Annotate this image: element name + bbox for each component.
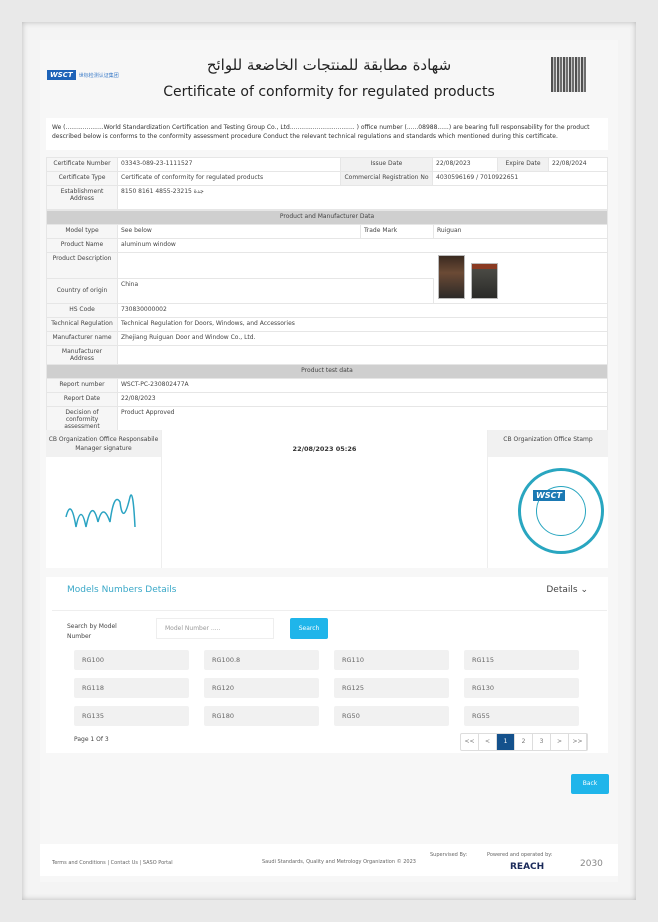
model-chip[interactable]: RG50 <box>334 706 449 726</box>
model-chip[interactable]: RG100.8 <box>204 650 319 670</box>
model-chip[interactable]: RG110 <box>334 650 449 670</box>
page-button[interactable]: 2 <box>515 734 533 750</box>
page-button[interactable]: > <box>551 734 569 750</box>
product-images <box>433 252 608 304</box>
model-number-input[interactable]: Model Number ..... <box>156 618 274 639</box>
title-english: Certificate of conformity for regulated … <box>163 84 495 100</box>
page-button[interactable]: << <box>461 734 479 750</box>
manager-signature <box>65 494 136 528</box>
model-chip[interactable]: RG135 <box>74 706 189 726</box>
search-button[interactable]: Search <box>290 618 328 639</box>
models-section: Models Numbers Details Details ⌄ Search … <box>46 577 608 753</box>
saso-portal-link[interactable]: SASO Portal <box>142 860 173 866</box>
terms-link[interactable]: Terms and Conditions <box>52 860 106 866</box>
model-chip[interactable]: RG125 <box>334 678 449 698</box>
pagination: << <1 2 3 > >> <box>460 733 588 751</box>
model-chip[interactable]: RG180 <box>204 706 319 726</box>
wsct-logo: WSCT 世标检测认证集团 <box>47 70 119 80</box>
signature-timestamp: 22/08/2023 05:26 <box>292 445 357 453</box>
page-button[interactable]: >> <box>569 734 587 750</box>
model-chip[interactable]: RG55 <box>464 706 579 726</box>
page-button[interactable]: < <box>479 734 497 750</box>
model-chip[interactable]: RG118 <box>74 678 189 698</box>
qr-code <box>551 57 586 92</box>
details-toggle[interactable]: Details ⌄ <box>546 585 588 595</box>
title-arabic: شهادة مطابقة للمنتجات الخاضعة للوائح <box>206 56 452 74</box>
product-photo <box>471 263 498 299</box>
model-chip[interactable]: RG120 <box>204 678 319 698</box>
intro-text: We (....................World Standardiz… <box>46 118 608 150</box>
back-button[interactable]: Back <box>571 774 609 794</box>
contact-link[interactable]: Contact Us <box>110 860 138 866</box>
reach-logo: REACH <box>510 862 545 872</box>
certificate-table: Certificate Number 03343-089-23-1111527 Is… <box>46 157 608 210</box>
model-chip[interactable]: RG130 <box>464 678 579 698</box>
signature-section: CB Organization Office Responsabile Mana… <box>46 430 608 568</box>
page-button[interactable]: 1 <box>497 734 515 750</box>
page-info: Page 1 Of 3 <box>74 736 109 743</box>
chevron-down-icon: ⌄ <box>580 585 588 595</box>
model-chip[interactable]: RG115 <box>464 650 579 670</box>
vision-2030-logo: 2030 <box>580 859 603 869</box>
footer: Terms and Conditions | Contact Us | SASO… <box>40 844 618 876</box>
models-title: Models Numbers Details <box>67 585 177 595</box>
page-button[interactable]: 3 <box>533 734 551 750</box>
divider <box>52 610 607 611</box>
organization-stamp: WSCT <box>518 468 604 554</box>
product-table: Product and Manufacturer Data Model type… <box>46 210 608 433</box>
product-photo <box>438 255 465 299</box>
model-chip[interactable]: RG100 <box>74 650 189 670</box>
